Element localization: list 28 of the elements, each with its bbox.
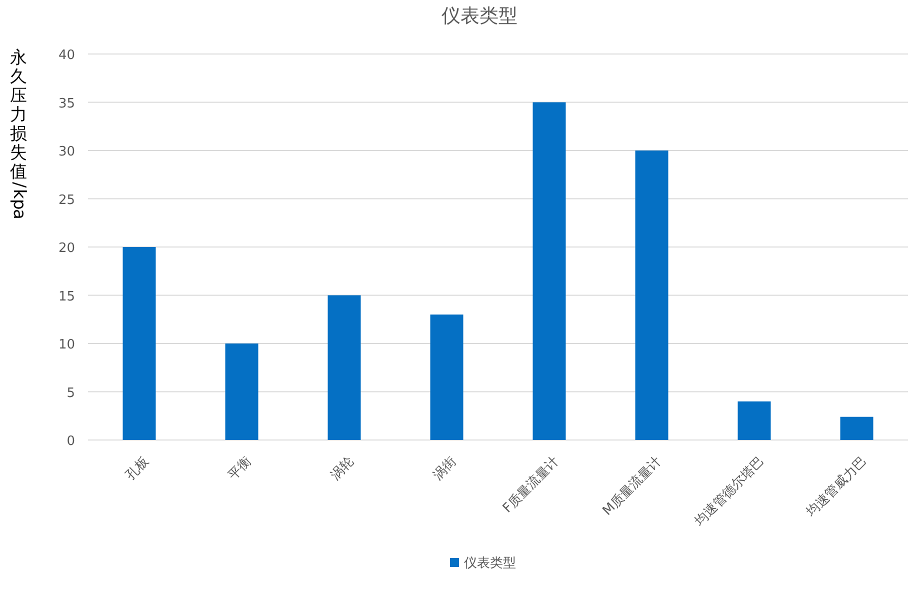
bar (840, 416, 874, 440)
x-tick-label: 均速管德尔塔巴 (691, 454, 768, 530)
bar (328, 295, 361, 440)
bar (430, 314, 464, 440)
y-tick-label: 5 (66, 386, 75, 401)
x-tick-label: F质量流量计 (500, 454, 562, 516)
chart-title: 仪表类型 (442, 5, 518, 27)
x-tick-label: M质量流量计 (599, 454, 665, 519)
y-tick-label: 0 (66, 434, 75, 449)
text: 永久压力损失值/kpa (9, 48, 29, 220)
x-tick-label: 均速管威力巴 (803, 454, 870, 521)
bar (225, 344, 258, 440)
bar (532, 102, 566, 440)
bar (738, 401, 771, 440)
y-tick-label: 35 (58, 96, 75, 112)
x-tick-label: 平衡 (226, 454, 255, 484)
x-tick-label: 涡轮 (328, 454, 358, 484)
x-tick-label: 孔板 (123, 454, 152, 484)
x-tick-label: 涡街 (430, 454, 460, 484)
y-tick-label: 30 (58, 144, 75, 160)
y-tick-label: 15 (58, 289, 75, 304)
bar (122, 247, 156, 440)
y-tick-label: 25 (58, 192, 75, 208)
legend-label: 仪表类型 (464, 556, 516, 571)
bar (635, 150, 668, 440)
y-tick-label: 20 (58, 241, 75, 256)
y-tick-label: 10 (58, 338, 75, 352)
y-tick-label: 40 (58, 48, 75, 63)
